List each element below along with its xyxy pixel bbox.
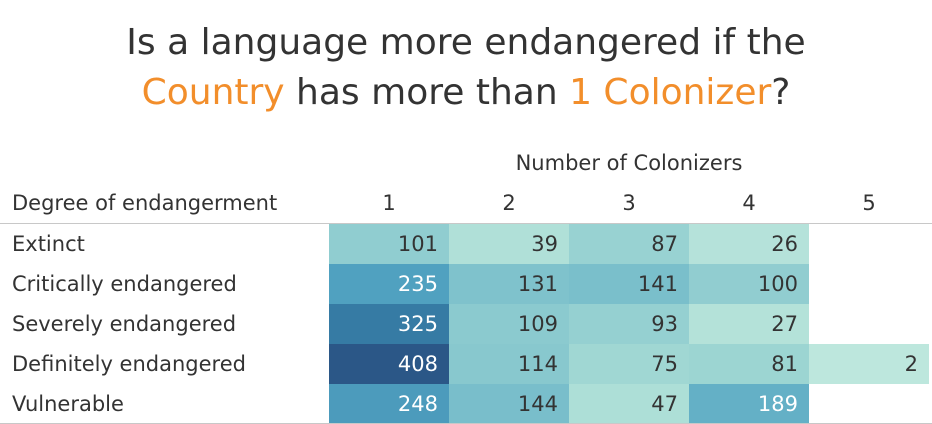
heatmap-cell: 87 bbox=[569, 224, 689, 264]
column-label: 3 bbox=[622, 191, 636, 215]
row-label: Severely endangered bbox=[12, 312, 237, 336]
heatmap-cell: 2 bbox=[809, 344, 929, 384]
heatmap-cell: 75 bbox=[569, 344, 689, 384]
heatmap-cell: 131 bbox=[449, 264, 569, 304]
column-super-label: Number of Colonizers bbox=[515, 151, 743, 175]
heatmap-cell: 114 bbox=[449, 344, 569, 384]
title-line-2: Country has more than 1 Colonizer? bbox=[0, 68, 932, 118]
heatmap-cell: 189 bbox=[689, 384, 809, 424]
row-label: Vulnerable bbox=[12, 392, 124, 416]
column-label: 4 bbox=[742, 191, 756, 215]
column-label: 2 bbox=[502, 191, 516, 215]
heatmap-cell: 26 bbox=[689, 224, 809, 264]
heatmap-cell: 248 bbox=[329, 384, 449, 424]
title-highlight-country: Country bbox=[141, 72, 285, 113]
heatmap-cell: 27 bbox=[689, 304, 809, 344]
heatmap-cell: 109 bbox=[449, 304, 569, 344]
chart-title: Is a language more endangered if the Cou… bbox=[0, 18, 932, 118]
heatmap-cell: 93 bbox=[569, 304, 689, 344]
heatmap-cell: 325 bbox=[329, 304, 449, 344]
row-label: Definitely endangered bbox=[12, 352, 246, 376]
heatmap-cell: 100 bbox=[689, 264, 809, 304]
column-label: 5 bbox=[862, 191, 876, 215]
heatmap-cell: 141 bbox=[569, 264, 689, 304]
title-text-end: ? bbox=[771, 72, 791, 113]
heatmap-cell: 47 bbox=[569, 384, 689, 424]
title-highlight-colonizer: 1 Colonizer bbox=[569, 72, 772, 113]
heatmap-cell: 101 bbox=[329, 224, 449, 264]
title-line-1: Is a language more endangered if the bbox=[126, 22, 806, 63]
column-label: 1 bbox=[382, 191, 396, 215]
title-text-middle: has more than bbox=[284, 72, 570, 113]
heatmap-cell: 39 bbox=[449, 224, 569, 264]
heatmap-cell: 235 bbox=[329, 264, 449, 304]
row-label: Extinct bbox=[12, 232, 85, 256]
row-label: Critically endangered bbox=[12, 272, 237, 296]
row-header-label: Degree of endangerment bbox=[12, 191, 278, 215]
heatmap-cell: 144 bbox=[449, 384, 569, 424]
heatmap-cell: 81 bbox=[689, 344, 809, 384]
heatmap-cell: 408 bbox=[329, 344, 449, 384]
header-rule bbox=[0, 223, 932, 224]
